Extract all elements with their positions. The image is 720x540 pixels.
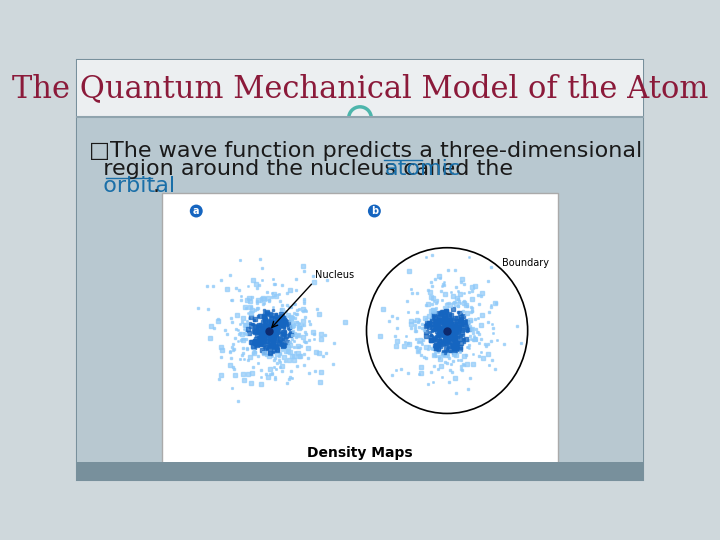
Text: orbital: orbital: [89, 176, 176, 197]
FancyBboxPatch shape: [162, 193, 558, 468]
FancyBboxPatch shape: [77, 60, 643, 117]
Text: b: b: [371, 206, 378, 216]
Text: a: a: [193, 206, 199, 216]
Text: region around the nucleus called the: region around the nucleus called the: [89, 159, 521, 179]
Text: atomic: atomic: [384, 159, 460, 179]
Text: .: .: [153, 176, 159, 197]
Circle shape: [190, 205, 203, 218]
FancyBboxPatch shape: [77, 462, 643, 480]
Text: Boundary: Boundary: [503, 258, 549, 268]
Text: □The wave function predicts a three-dimensional: □The wave function predicts a three-dime…: [89, 141, 643, 161]
FancyBboxPatch shape: [77, 117, 643, 480]
Text: Density Maps: Density Maps: [307, 447, 413, 461]
FancyBboxPatch shape: [77, 60, 643, 480]
Circle shape: [368, 205, 381, 218]
Text: The Quantum Mechanical Model of the Atom: The Quantum Mechanical Model of the Atom: [12, 73, 708, 104]
Text: Nucleus: Nucleus: [315, 269, 354, 280]
